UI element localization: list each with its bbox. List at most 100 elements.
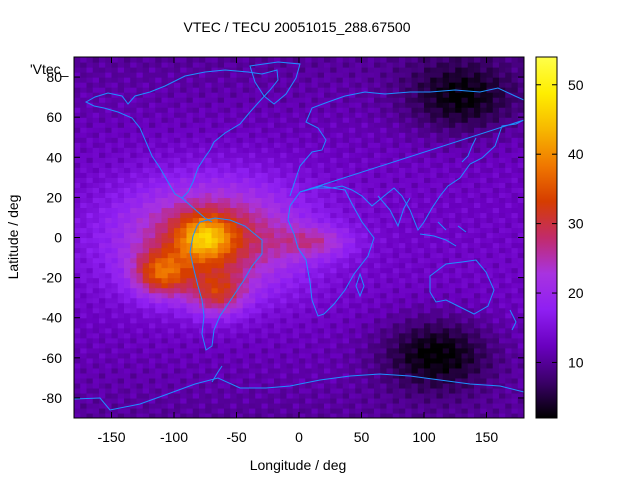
heat-cell	[149, 137, 156, 143]
heat-cell	[499, 222, 506, 229]
heat-cell	[86, 252, 94, 259]
heat-cell	[161, 77, 169, 83]
heat-cell	[267, 252, 275, 259]
heat-cell	[92, 217, 100, 224]
heat-cell	[230, 402, 238, 409]
heat-cell	[349, 227, 356, 234]
heat-cell	[136, 342, 144, 349]
heat-cell	[136, 152, 144, 158]
heat-cell	[374, 382, 381, 389]
heat-cell	[436, 387, 444, 394]
heat-cell	[467, 307, 475, 314]
heat-cell	[299, 362, 306, 369]
heat-cell	[130, 272, 138, 279]
heat-cell	[411, 172, 419, 178]
heat-cell	[349, 242, 356, 249]
heat-cell	[230, 62, 238, 68]
heat-cell	[86, 107, 94, 113]
heat-cell	[361, 72, 369, 78]
heat-cell	[311, 117, 319, 123]
heat-cell	[317, 192, 325, 198]
heat-cell	[480, 232, 488, 239]
heat-cell	[486, 72, 494, 78]
heat-cell	[405, 357, 413, 364]
heat-cell	[380, 167, 388, 173]
heat-cell	[192, 232, 200, 239]
heat-cell	[136, 132, 144, 138]
heat-cell	[336, 147, 344, 153]
heat-cell	[149, 87, 156, 93]
heat-cell	[442, 202, 450, 209]
heat-cell	[224, 102, 231, 108]
heat-cell	[242, 152, 250, 158]
heat-cell	[355, 132, 363, 138]
heat-cell	[286, 137, 294, 143]
heat-cell	[424, 202, 431, 209]
heat-cell	[467, 402, 475, 409]
heat-cell	[461, 357, 469, 364]
heat-cell	[430, 182, 438, 188]
heat-cell	[461, 312, 469, 319]
heat-cell	[267, 67, 275, 73]
heat-cell	[374, 182, 381, 188]
heat-cell	[486, 112, 494, 118]
heat-cell	[330, 317, 338, 324]
heat-cell	[174, 167, 181, 173]
heat-cell	[449, 82, 456, 88]
heat-cell	[461, 402, 469, 409]
heat-cell	[467, 237, 475, 244]
heat-cell	[105, 77, 113, 83]
heat-cell	[361, 107, 369, 113]
heat-cell	[74, 392, 81, 399]
heat-cell	[486, 372, 494, 379]
heat-cell	[480, 172, 488, 178]
heat-cell	[455, 117, 463, 123]
heat-cell	[474, 252, 481, 259]
heat-cell	[149, 152, 156, 158]
heat-cell	[355, 237, 363, 244]
heat-cell	[99, 287, 106, 294]
heat-cell	[274, 202, 281, 209]
heat-cell	[174, 307, 181, 314]
heat-cell	[242, 132, 250, 138]
heat-cell	[424, 242, 431, 249]
heat-cell	[230, 132, 238, 138]
heat-cell	[442, 127, 450, 133]
heat-cell	[180, 412, 188, 418]
heat-cell	[249, 77, 256, 83]
heat-cell	[461, 392, 469, 399]
heat-cell	[411, 387, 419, 394]
heat-cell	[292, 142, 300, 148]
heat-cell	[99, 177, 106, 183]
heat-cell	[330, 262, 338, 269]
heat-cell	[261, 57, 269, 63]
heat-cell	[386, 242, 394, 249]
heat-cell	[305, 137, 313, 143]
heat-cell	[336, 297, 344, 304]
heat-cell	[286, 247, 294, 254]
heat-cell	[161, 177, 169, 183]
heat-cell	[211, 177, 219, 183]
heat-cell	[342, 87, 350, 93]
heat-cell	[230, 387, 238, 394]
heat-cell	[99, 367, 106, 374]
heat-cell	[311, 217, 319, 224]
heat-cell	[167, 312, 175, 319]
heat-cell	[486, 82, 494, 88]
heat-cell	[386, 102, 394, 108]
heat-cell	[280, 57, 288, 63]
heat-cell	[399, 377, 406, 384]
heat-cell	[167, 402, 175, 409]
heat-cell	[342, 347, 350, 354]
heat-cell	[161, 132, 169, 138]
heat-cell	[180, 182, 188, 188]
heat-cell	[399, 67, 406, 73]
heat-cell	[249, 237, 256, 244]
heat-cell	[286, 167, 294, 173]
heat-cell	[499, 367, 506, 374]
heat-cell	[186, 287, 194, 294]
heat-cell	[192, 97, 200, 103]
heat-cell	[117, 172, 125, 178]
heat-cell	[105, 407, 113, 414]
heat-cell	[105, 92, 113, 98]
